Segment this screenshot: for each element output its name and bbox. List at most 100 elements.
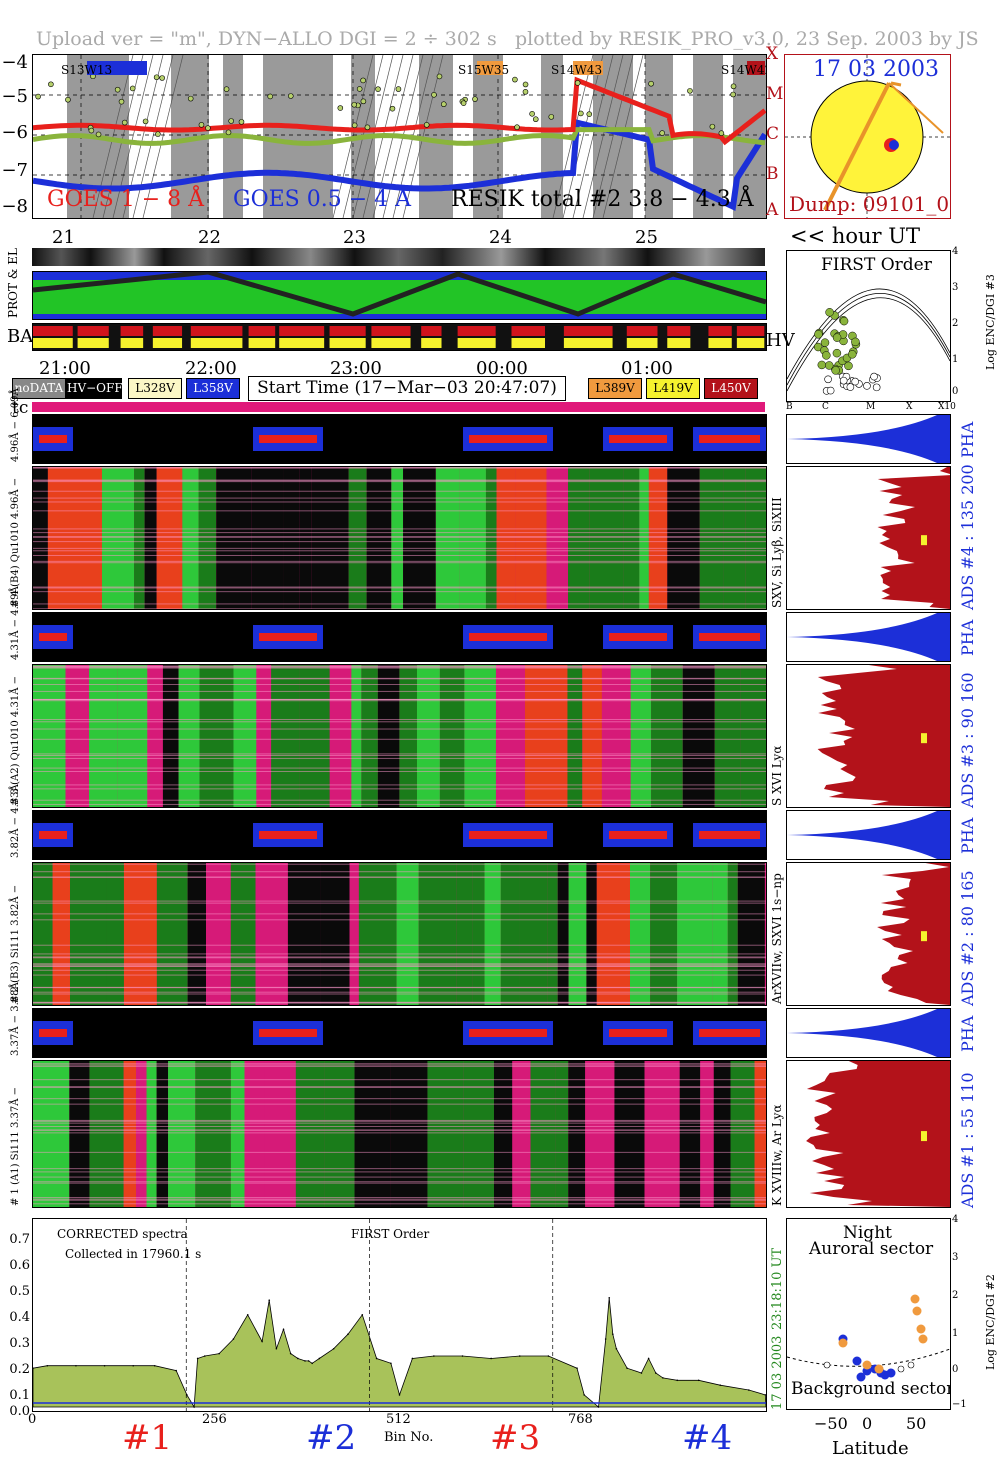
fo-open-point	[824, 375, 832, 384]
ads-histogram-shape	[877, 467, 950, 609]
pha-label: 4.96Å − 6.09Å	[10, 388, 21, 462]
lat-xticks: −50 0 50	[786, 1414, 956, 1434]
pha-label: 4.31Å − 4.89Å	[10, 586, 21, 660]
resik-point	[48, 81, 54, 88]
spectrogram-row	[33, 803, 766, 805]
spectrum-point	[218, 1352, 220, 1355]
spectrogram-row	[33, 788, 766, 790]
hv-segment	[33, 338, 73, 348]
auroral-boundary	[787, 1348, 950, 1367]
legend-v419: L419V	[646, 378, 700, 399]
pha-core	[699, 633, 760, 641]
spectrogram-column	[361, 665, 378, 807]
spectrogram-row	[33, 666, 766, 668]
spectrogram-column	[391, 467, 404, 609]
spectrum-plot	[33, 1219, 766, 1411]
flare-label: S14W43	[551, 63, 603, 77]
spectrogram-row	[33, 965, 766, 967]
fo-point	[814, 330, 823, 339]
pha-histogram-area	[787, 613, 950, 661]
spectrogram-row	[33, 1125, 766, 1127]
resik-point	[287, 93, 294, 99]
ads-histogram-area	[877, 863, 950, 1005]
pha-core	[259, 1029, 317, 1037]
spectrogram-row	[33, 1065, 766, 1067]
spectrogram-column	[585, 1061, 615, 1207]
ba-segment	[511, 326, 546, 336]
spectrum-point	[615, 1347, 618, 1350]
goes-y-ticks: −4 −5 −6 −7 −8	[0, 50, 28, 220]
spectrogram-column	[233, 665, 257, 807]
ba-segment	[279, 326, 325, 336]
resik-point	[472, 96, 478, 102]
spectrogram-column	[399, 665, 417, 807]
spectrum-point	[282, 1328, 285, 1331]
spectrogram-column	[546, 467, 569, 609]
hv-segment	[152, 338, 183, 348]
fo-point	[831, 366, 840, 375]
spectrogram-column	[439, 665, 465, 807]
spectrogram-column	[33, 1061, 70, 1207]
sun-panel: 17 03 2003 Dump: 09101_0	[784, 54, 951, 219]
ads-histogram-shape	[806, 1061, 950, 1207]
pha-strip	[32, 414, 767, 464]
spectrogram-column	[205, 863, 231, 1005]
pha-histogram	[786, 1008, 951, 1058]
legend-nodata: noDATA	[12, 378, 66, 399]
spectrogram-column	[485, 467, 497, 609]
spectrogram-column	[216, 467, 252, 609]
spectrogram-row	[33, 974, 766, 976]
fo-open-point	[863, 382, 871, 390]
resik-point	[360, 98, 367, 105]
spectrogram-column	[351, 665, 362, 807]
resik-point	[118, 98, 125, 105]
spectrum-point	[332, 1347, 335, 1350]
channel-lines: ArXVIIw, SXVI 1s−np	[770, 873, 784, 1004]
pha-histogram-shape	[787, 811, 950, 859]
saa-hatch	[132, 55, 174, 218]
channel-lines: K XVIIIw, Ar Lyα	[770, 1104, 784, 1206]
spectrogram-column	[244, 1061, 265, 1207]
spectrogram-column	[123, 1061, 137, 1207]
spectrogram-column	[535, 665, 568, 807]
spectrogram-column	[568, 1061, 586, 1207]
pha-core	[609, 1029, 667, 1037]
pha-core	[609, 435, 667, 443]
spectrum-point	[75, 1364, 77, 1367]
spectrogram-row	[33, 1002, 766, 1004]
spectrogram-row	[33, 728, 766, 730]
channel-lines: SXV, Si Lyβ, SiXIII	[770, 497, 784, 608]
ba-segment	[708, 326, 732, 336]
spectrum-point	[719, 1384, 721, 1386]
spec-xtick: 768	[568, 1412, 593, 1427]
spectrum-point	[361, 1313, 364, 1316]
lat-point-orange	[838, 1338, 848, 1348]
class-letter: M	[766, 84, 784, 104]
fo-xtick: X10	[938, 402, 956, 412]
spectrogram-column	[230, 1061, 245, 1207]
spectrogram-column	[178, 665, 200, 807]
goes-ytick: −8	[1, 196, 28, 217]
pha-strip	[32, 1008, 767, 1058]
spectrogram-row	[33, 1129, 766, 1131]
resik-point	[586, 111, 593, 117]
spectrum-point	[375, 1357, 378, 1360]
spectrogram-column	[586, 863, 597, 1005]
spectrogram-row	[33, 667, 766, 669]
channel-spectrogram	[32, 664, 767, 808]
lat-xtick: −50	[814, 1414, 848, 1433]
spectrogram-column	[714, 665, 741, 807]
legend-v328: L328V	[128, 378, 182, 399]
spectrum-point	[398, 1394, 401, 1396]
spectrogram-column	[349, 863, 359, 1005]
resik-point	[267, 93, 274, 100]
pha-core	[609, 633, 667, 641]
spectrogram-column	[311, 467, 349, 609]
spectrogram-column	[156, 1061, 169, 1207]
spectrogram-column	[287, 863, 321, 1005]
spectrogram-column	[47, 467, 83, 609]
hv-segment	[279, 338, 325, 348]
resik-point	[375, 86, 381, 92]
spectrogram-column	[623, 467, 640, 609]
spectrogram-column	[519, 863, 548, 1005]
